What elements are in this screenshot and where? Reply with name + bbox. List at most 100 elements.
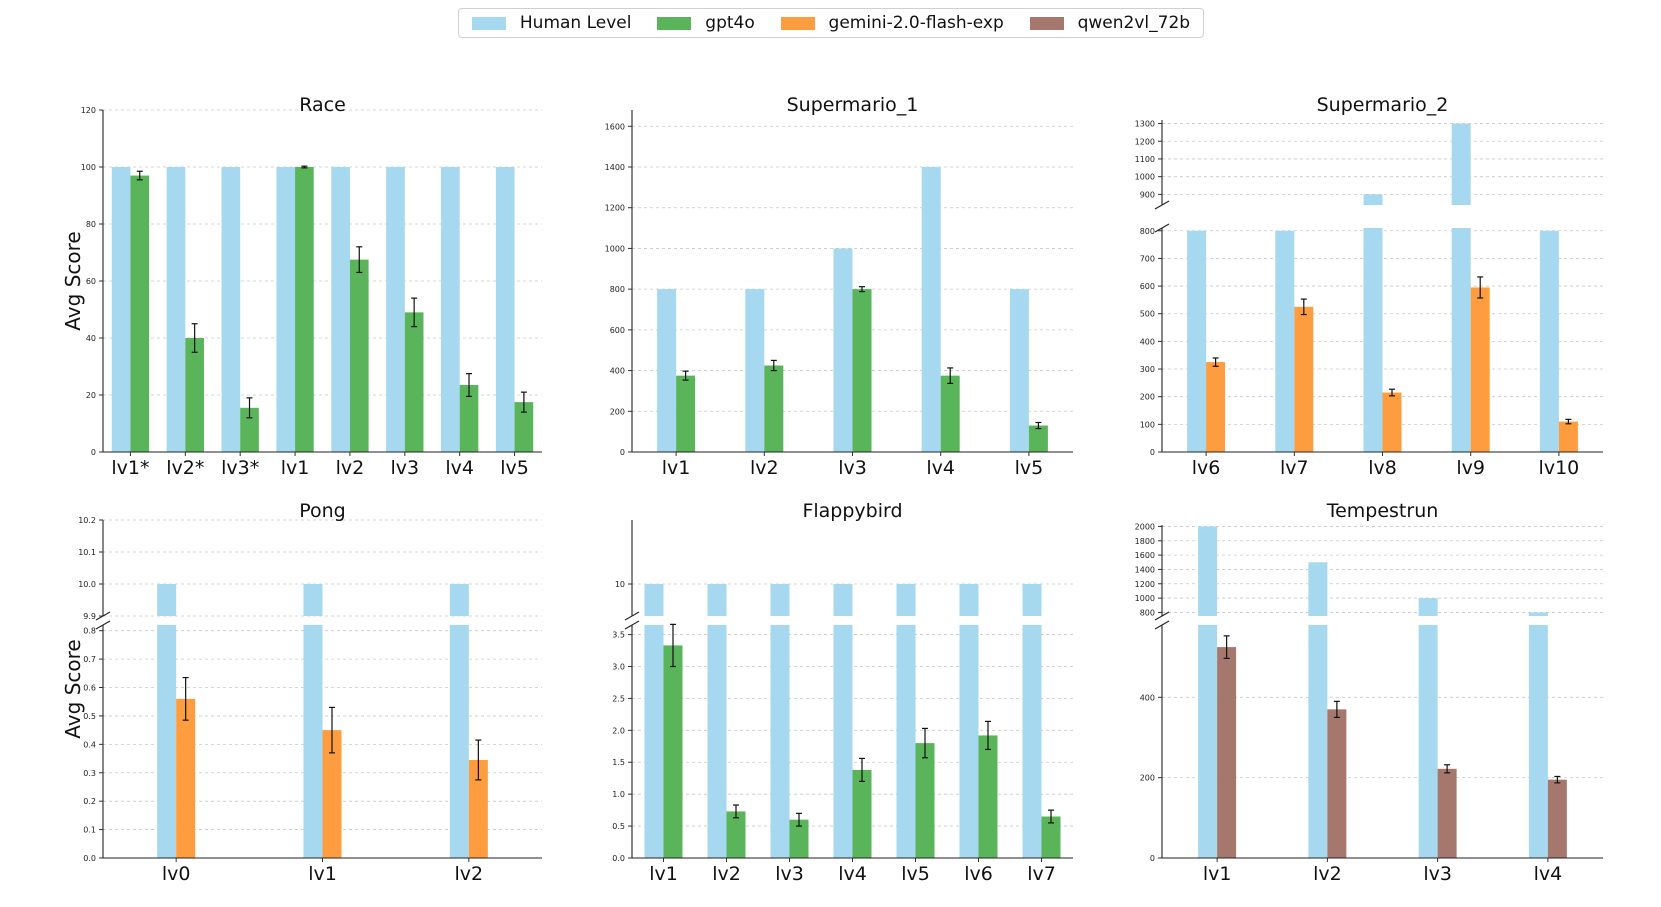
y-tick-label: 1600	[605, 122, 625, 131]
x-tick-label-lv5: lv5	[500, 457, 529, 479]
axis-break-mark	[1154, 223, 1170, 233]
bar-human-lv1	[276, 167, 296, 452]
y-tick-label: 1000	[605, 244, 625, 253]
bar-human-lv8	[1363, 228, 1383, 452]
x-tick-label-lv2*: lv2*	[166, 457, 204, 479]
y-tick-label: 200	[610, 407, 625, 416]
x-tick-label-lv1: lv1	[662, 457, 691, 479]
bar-model-lv2	[468, 759, 488, 858]
bar-human-lv2	[707, 625, 727, 858]
y-upper-tick-label: 1000	[1135, 173, 1155, 182]
bar-model-lv7	[1041, 816, 1061, 858]
x-tick-label-lv10: lv10	[1539, 457, 1580, 479]
bar-human-lv2	[449, 625, 469, 858]
y-lower-tick-label: 400	[1140, 693, 1155, 702]
y-tick-label: 600	[610, 326, 625, 335]
x-tick-label-lv3: lv3	[391, 457, 420, 479]
y-lower-tick-label: 800	[1140, 227, 1155, 236]
bar-model-lv3*	[240, 407, 259, 452]
bar-human-upper-lv4	[833, 584, 853, 616]
bar-human-lv2	[331, 167, 350, 452]
bar-human-lv5	[1009, 289, 1029, 452]
x-tick-label-lv7: lv7	[1280, 457, 1309, 479]
bar-model-lv2	[349, 259, 369, 452]
y-upper-tick-label: 800	[1140, 608, 1155, 617]
y-lower-tick-label: 400	[1140, 337, 1155, 346]
bar-human-lv1*	[111, 167, 131, 452]
y-tick-label: 80	[86, 220, 96, 229]
bar-model-lv2	[726, 811, 746, 858]
y-upper-tick-label: 10.0	[78, 580, 96, 589]
y-lower-tick-label: 0.3	[83, 769, 96, 778]
axis-break-mark	[95, 620, 111, 630]
legend-label-gpt4o: gpt4o	[705, 13, 755, 33]
bar-human-lv2*	[166, 167, 186, 452]
y-lower-tick-label: 200	[1140, 774, 1155, 783]
legend-item-gemini: gemini-2.0-flash-exp	[780, 13, 1004, 33]
bar-model-lv1	[1217, 647, 1237, 858]
y-lower-tick-label: 0.2	[83, 797, 96, 806]
y-tick-label: 100	[81, 163, 96, 172]
x-tick-label-lv1: lv1	[281, 457, 310, 479]
bar-human-upper-lv8	[1363, 194, 1383, 205]
x-tick-label-lv1: lv1	[1203, 863, 1232, 885]
bar-human-upper-lv2	[1308, 562, 1328, 616]
y-upper-tick-label: 1100	[1135, 155, 1155, 164]
bar-human-lv3	[1418, 625, 1438, 858]
bar-human-upper-lv1	[644, 584, 664, 616]
bar-model-lv2*	[185, 338, 204, 452]
axis-break-mark	[1154, 620, 1170, 630]
bar-model-lv7	[1294, 306, 1314, 452]
y-upper-tick-label: 10.1	[78, 548, 96, 557]
bar-human-lv7	[1275, 230, 1295, 452]
y-tick-label: 0	[620, 448, 625, 457]
y-upper-tick-label: 1200	[1135, 580, 1155, 589]
y-lower-tick-label: 0	[1150, 448, 1155, 457]
chart-panel-4: 0.0 0.5 1.0 1.5 2.0 2.5 3.0 3.5 10 lv1 lv2 lv3 lv4 lv…	[612, 500, 1073, 885]
bar-model-lv6	[1206, 362, 1226, 452]
y-axis-label: Avg Score	[61, 639, 85, 738]
bar-model-lv4	[852, 769, 872, 858]
bar-human-lv3	[833, 248, 853, 452]
bar-human-lv4	[921, 167, 941, 452]
bar-model-lv4	[940, 375, 960, 452]
y-upper-tick-label: 1400	[1135, 565, 1155, 574]
y-tick-label: 400	[610, 367, 625, 376]
bar-model-lv5	[514, 402, 534, 452]
y-lower-tick-label: 2.5	[612, 694, 625, 703]
axis-break-mark	[624, 611, 640, 621]
bar-model-lv8	[1382, 392, 1402, 452]
bar-human-lv1	[644, 625, 664, 858]
bar-model-lv4	[459, 385, 479, 452]
bar-model-lv2	[1327, 709, 1347, 858]
y-axis-label: Avg Score	[61, 231, 85, 330]
x-tick-label-lv3: lv3	[838, 457, 867, 479]
x-tick-label-lv2: lv2	[336, 457, 365, 479]
bar-human-lv4	[441, 167, 460, 452]
x-tick-label-lv5: lv5	[1015, 457, 1044, 479]
bar-human-lv7	[1022, 625, 1042, 858]
bar-human-upper-lv9	[1451, 123, 1471, 205]
bar-model-lv0	[176, 698, 196, 858]
y-lower-tick-label: 0.4	[83, 740, 96, 749]
x-tick-label-lv4: lv4	[838, 863, 867, 885]
bar-human-lv3	[770, 625, 790, 858]
y-upper-tick-label: 9.9	[83, 612, 96, 621]
chart-panel-1: 0 200 400 600 800 1000 1200 1400 1600 lv1 lv2 lv3 lv…	[605, 94, 1073, 479]
chart-title: Pong	[299, 500, 346, 522]
legend: Human Level gpt4o gemini-2.0-flash-exp q…	[458, 8, 1204, 38]
y-lower-tick-label: 200	[1140, 393, 1155, 402]
bar-model-lv6	[978, 735, 998, 858]
chart-title: Race	[299, 94, 346, 116]
x-tick-label-lv4: lv4	[445, 457, 474, 479]
y-lower-tick-label: 1.0	[612, 790, 625, 799]
x-tick-label-lv7: lv7	[1027, 863, 1056, 885]
bar-human-lv1	[1198, 625, 1218, 858]
y-lower-tick-label: 0.1	[83, 826, 96, 835]
x-tick-label-lv1: lv1	[308, 863, 337, 885]
y-lower-tick-label: 500	[1140, 310, 1155, 319]
x-tick-label-lv5: lv5	[901, 863, 930, 885]
y-tick-label: 1200	[605, 204, 625, 213]
bar-model-lv1	[322, 730, 342, 858]
chart-title: Supermario_1	[787, 94, 919, 116]
